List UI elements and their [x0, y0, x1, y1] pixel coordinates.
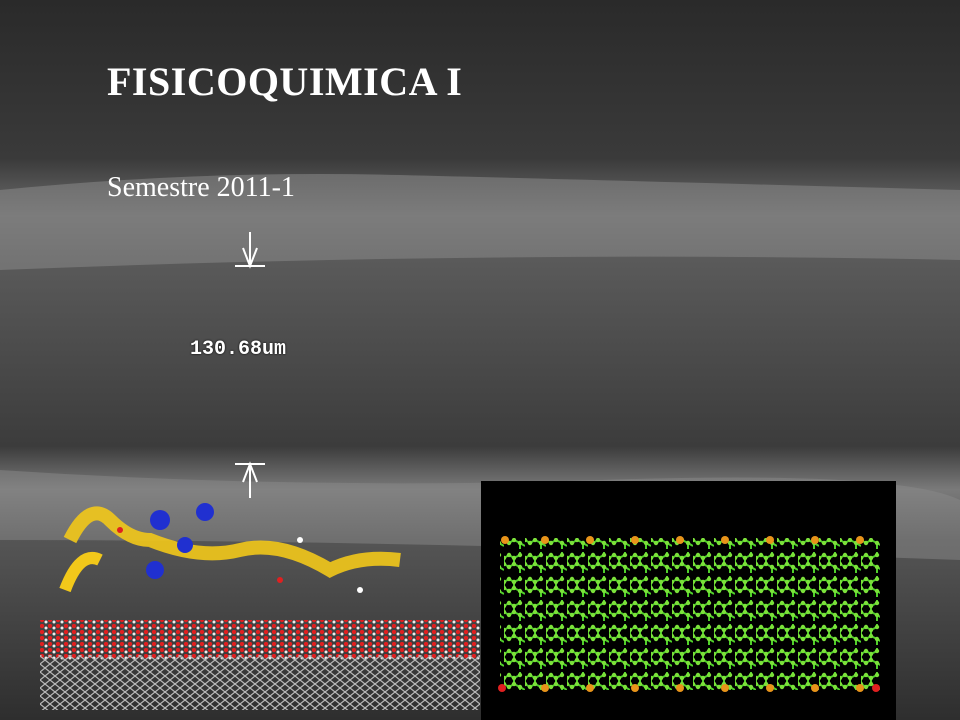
slide-title: FISICOQUIMICA I: [107, 59, 463, 104]
top-layer: [0, 174, 960, 270]
protein-model: [40, 503, 480, 710]
measure-arrows: [235, 232, 265, 498]
measurement-label: 130.68um: [190, 338, 287, 361]
slide-subtitle: Semestre 2011-1: [107, 172, 295, 203]
graphene-panel: [481, 481, 896, 720]
